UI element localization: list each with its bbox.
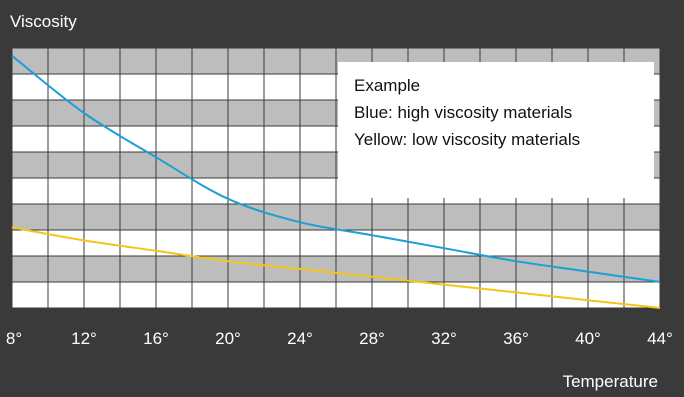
x-tick-label: 28° — [359, 329, 385, 348]
x-tick-label: 20° — [215, 329, 241, 348]
x-tick-label: 24° — [287, 329, 313, 348]
x-tick-label: 12° — [71, 329, 97, 348]
annotation-line-blue: Blue: high viscosity materials — [354, 103, 573, 122]
series-lines — [11, 55, 661, 309]
x-tick-labels: 8° 12° 16° 20° 24° 28° 32° 36° 40° 44° — [6, 329, 673, 348]
y-axis-label: Viscosity — [10, 12, 77, 31]
annotation-box: Example Blue: high viscosity materials Y… — [338, 62, 654, 198]
x-axis-label: Temperature — [562, 372, 658, 391]
annotation-line-yellow: Yellow: low viscosity materials — [354, 130, 581, 149]
x-tick-label: 44° — [647, 329, 673, 348]
series-line-yellow — [11, 226, 661, 309]
x-tick-label: 36° — [503, 329, 529, 348]
x-tick-label: 32° — [431, 329, 457, 348]
x-tick-label: 40° — [575, 329, 601, 348]
series-line-blue — [11, 55, 661, 283]
x-tick-label: 16° — [143, 329, 169, 348]
annotation-title: Example — [354, 76, 421, 95]
x-tick-label: 8° — [6, 329, 22, 348]
